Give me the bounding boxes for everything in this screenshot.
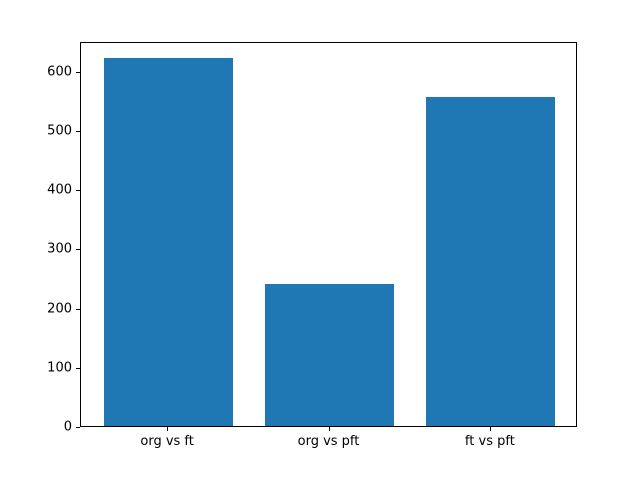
x-tick-label-org-vs-pft: org vs pft: [297, 434, 360, 449]
x-tick-label-ft-vs-pft: ft vs pft: [464, 434, 515, 449]
bar-ft-vs-pft: [426, 97, 556, 426]
y-tick-mark: [76, 367, 80, 369]
y-tick-mark: [76, 190, 80, 192]
bar-org-vs-ft: [103, 57, 233, 426]
y-tick-mark: [76, 71, 80, 73]
y-tick-label-400: 400: [47, 182, 72, 198]
x-tick-label-org-vs-ft: org vs ft: [140, 434, 194, 449]
y-tick-label-200: 200: [47, 301, 72, 317]
plot-area: [80, 42, 577, 427]
y-tick-label-600: 600: [47, 64, 72, 80]
y-tick-mark: [76, 130, 80, 132]
x-tick-mark: [489, 427, 491, 431]
y-tick-label-100: 100: [47, 360, 72, 376]
y-tick-label-0: 0: [63, 419, 72, 435]
y-tick-label-300: 300: [47, 241, 72, 257]
y-tick-mark: [76, 308, 80, 310]
bar-org-vs-pft: [264, 283, 395, 426]
x-tick-mark: [328, 427, 330, 431]
y-tick-label-500: 500: [47, 123, 72, 139]
x-tick-mark: [167, 427, 169, 431]
y-tick-mark: [76, 427, 80, 428]
y-tick-mark: [76, 249, 80, 251]
